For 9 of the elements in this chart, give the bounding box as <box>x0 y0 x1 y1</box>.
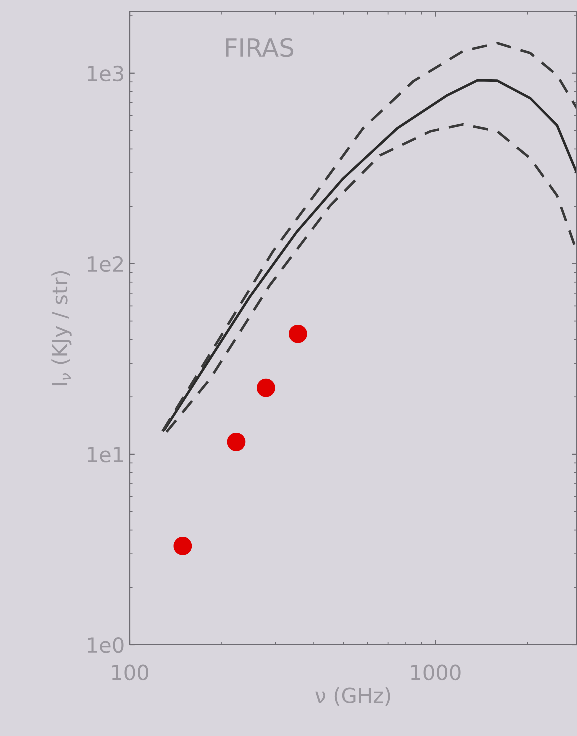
y-axis-title: I$_{ν}$ (KJy / str) <box>52 271 72 386</box>
y-tick-label: 1e3 <box>88 66 124 82</box>
y-tick-label: 1e1 <box>88 447 124 463</box>
annotation: FIRAS <box>226 38 294 58</box>
y-tick-label: 1e0 <box>88 637 124 654</box>
x-tick-label: 100 <box>112 664 148 681</box>
x-tick-label: 1000 <box>411 664 461 681</box>
y-tick-label: 1e2 <box>88 256 124 272</box>
x-axis-title: ν (GHz) <box>316 687 390 706</box>
